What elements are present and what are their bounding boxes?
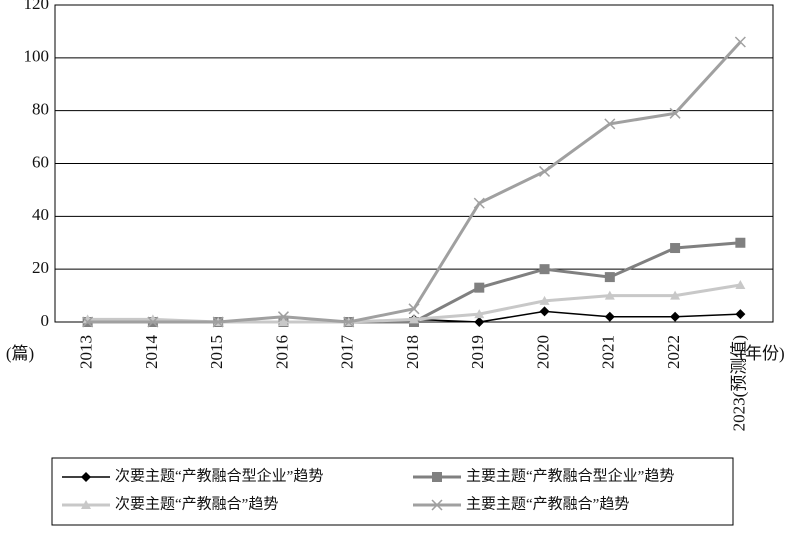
marker — [669, 107, 681, 119]
y-tick-label: 60 — [32, 152, 49, 171]
marker — [539, 264, 550, 275]
x-tick-label: 2020 — [533, 335, 552, 369]
marker — [278, 317, 289, 326]
marker — [474, 309, 485, 319]
legend-label: 主要主题“产教融合型企业”趋势 — [466, 466, 674, 484]
y-tick-label: 120 — [24, 0, 50, 13]
marker — [431, 499, 443, 511]
x-tick-label: 2017 — [338, 335, 357, 370]
y-tick-label: 40 — [32, 205, 49, 224]
marker — [277, 311, 289, 323]
marker — [432, 472, 442, 482]
marker — [604, 290, 615, 300]
x-tick-label: 2014 — [142, 335, 161, 370]
x-tick-label: 2021 — [599, 335, 618, 369]
marker — [539, 295, 550, 305]
series-line — [87, 40, 742, 324]
marker — [735, 309, 746, 320]
legend-label: 主要主题“产教融合”趋势 — [466, 495, 629, 512]
marker — [539, 306, 550, 317]
marker — [734, 36, 746, 48]
y-tick-label: 100 — [24, 47, 50, 66]
marker — [473, 197, 485, 209]
marker — [212, 316, 224, 328]
x-tick-label: 2016 — [272, 335, 291, 369]
legend-box — [51, 457, 734, 526]
marker — [474, 317, 485, 327]
marker — [409, 314, 419, 324]
marker — [670, 311, 681, 322]
marker — [408, 303, 420, 315]
x-tick-label: 2022 — [664, 335, 683, 369]
marker — [82, 316, 94, 328]
marker — [539, 165, 551, 177]
marker — [735, 280, 746, 290]
legend-label: 次要主题“产教融合”趋势 — [115, 495, 278, 512]
marker — [604, 311, 615, 322]
y-unit: (篇) — [6, 344, 34, 363]
legend-label: 次要主题“产教融合型企业”趋势 — [115, 466, 323, 484]
x-unit: (年份) — [739, 344, 784, 363]
x-tick-label: 2018 — [403, 335, 422, 369]
marker — [343, 316, 355, 328]
x-tick-label: 2023(预测值) — [729, 335, 748, 431]
marker — [147, 316, 159, 328]
marker — [604, 118, 616, 130]
marker — [81, 500, 91, 509]
y-tick-label: 0 — [41, 311, 50, 330]
x-tick-label: 2013 — [77, 335, 96, 369]
marker — [604, 272, 615, 283]
marker — [474, 282, 485, 293]
marker — [670, 243, 681, 254]
marker — [735, 237, 746, 248]
y-tick-label: 80 — [32, 100, 49, 119]
y-tick-label: 20 — [32, 258, 49, 277]
x-tick-label: 2019 — [468, 335, 487, 369]
marker — [670, 290, 681, 300]
marker — [81, 472, 91, 482]
x-tick-label: 2015 — [207, 335, 226, 369]
